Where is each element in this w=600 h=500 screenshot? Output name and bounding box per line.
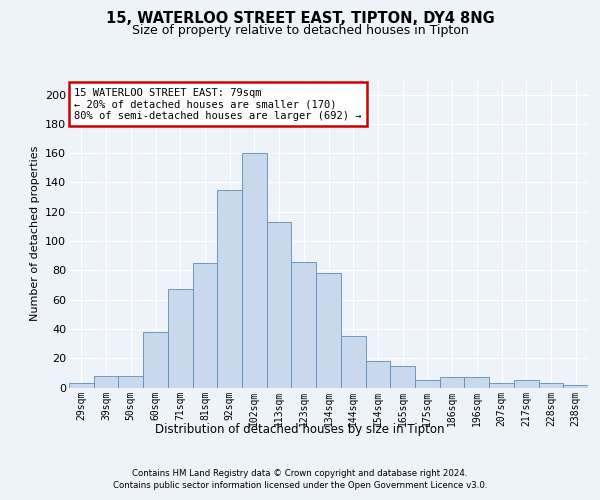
Text: Contains public sector information licensed under the Open Government Licence v3: Contains public sector information licen… (113, 481, 487, 490)
Bar (514, 380, 539, 388)
Bar (69, 383, 94, 388)
Bar (143, 332, 168, 388)
Bar (118, 376, 143, 388)
Text: 15 WATERLOO STREET EAST: 79sqm
← 20% of detached houses are smaller (170)
80% of: 15 WATERLOO STREET EAST: 79sqm ← 20% of … (74, 88, 362, 121)
Bar (217, 190, 242, 388)
Bar (193, 263, 217, 388)
Bar (267, 222, 292, 388)
Text: Contains HM Land Registry data © Crown copyright and database right 2024.: Contains HM Land Registry data © Crown c… (132, 469, 468, 478)
Bar (292, 262, 316, 388)
Bar (365, 361, 390, 388)
Bar (464, 377, 489, 388)
Text: 15, WATERLOO STREET EAST, TIPTON, DY4 8NG: 15, WATERLOO STREET EAST, TIPTON, DY4 8N… (106, 11, 494, 26)
Bar (440, 377, 464, 388)
Bar (242, 153, 267, 388)
Bar (563, 384, 588, 388)
Bar (390, 366, 415, 388)
Bar (415, 380, 440, 388)
Text: Size of property relative to detached houses in Tipton: Size of property relative to detached ho… (131, 24, 469, 37)
Bar (316, 274, 341, 388)
Bar (489, 383, 514, 388)
Bar (539, 383, 563, 388)
Bar (168, 290, 193, 388)
Bar (341, 336, 365, 388)
Text: Distribution of detached houses by size in Tipton: Distribution of detached houses by size … (155, 422, 445, 436)
Bar (94, 376, 118, 388)
Y-axis label: Number of detached properties: Number of detached properties (29, 146, 40, 322)
